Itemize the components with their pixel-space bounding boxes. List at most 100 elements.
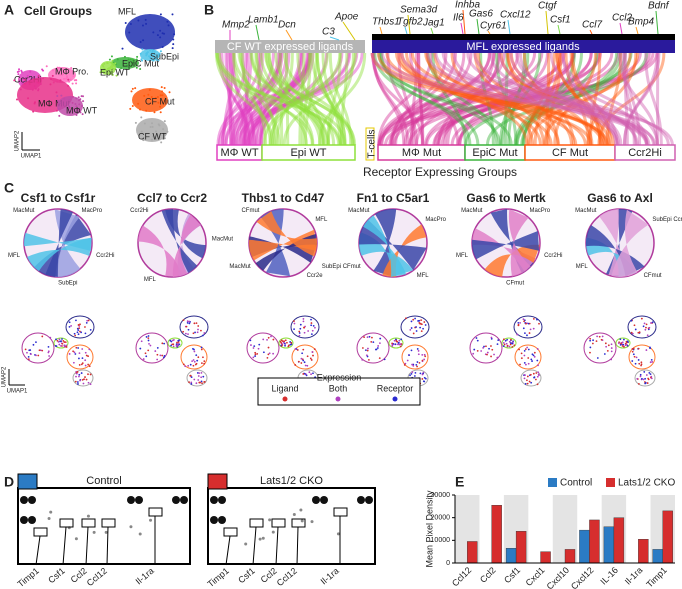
cluster-outline bbox=[135, 332, 169, 364]
cluster-dot bbox=[124, 22, 127, 25]
expr-dot bbox=[525, 322, 527, 325]
expr-dot bbox=[508, 340, 511, 343]
expr-dot bbox=[530, 381, 533, 384]
ribbon bbox=[248, 52, 352, 146]
group-label: CF Mut bbox=[552, 147, 588, 159]
ribbon bbox=[379, 52, 544, 146]
blot-spot bbox=[312, 496, 320, 504]
expr-dot bbox=[644, 377, 647, 380]
expr-dot bbox=[517, 323, 520, 326]
expr-dot bbox=[78, 364, 81, 366]
ribbon bbox=[522, 52, 575, 146]
expr-dot bbox=[631, 350, 634, 353]
ribbon bbox=[222, 52, 236, 146]
chord-title: Ccl7 to Ccr2 bbox=[137, 191, 207, 205]
expr-dot bbox=[147, 339, 150, 342]
expr-dot bbox=[200, 376, 203, 379]
cluster-dot bbox=[134, 121, 137, 124]
expr-dot bbox=[504, 339, 507, 342]
ribbon bbox=[236, 52, 359, 146]
expr-dot bbox=[529, 373, 532, 376]
expr-dot bbox=[414, 371, 417, 374]
expr-dot bbox=[140, 340, 143, 343]
chord-ribbon bbox=[27, 237, 92, 272]
ribbon bbox=[597, 52, 666, 146]
cluster-dot bbox=[81, 113, 84, 116]
expr-dot bbox=[483, 345, 485, 348]
expr-dot bbox=[192, 359, 195, 361]
cluster-dot bbox=[171, 13, 174, 16]
ribbon bbox=[296, 52, 325, 146]
expr-dot bbox=[523, 354, 526, 357]
ribbon bbox=[499, 52, 611, 146]
expr-dot bbox=[35, 341, 37, 343]
expr-dot bbox=[189, 363, 192, 366]
ribbon bbox=[384, 52, 659, 146]
ribbon bbox=[220, 52, 248, 146]
expr-dot bbox=[520, 352, 523, 355]
expr-dot bbox=[28, 349, 31, 352]
expr-dot bbox=[423, 358, 426, 361]
blot-spot bbox=[49, 510, 53, 514]
cluster-dot bbox=[173, 33, 176, 36]
expr-dot bbox=[533, 376, 536, 379]
expr-dot bbox=[480, 350, 483, 352]
ribbon bbox=[555, 52, 603, 146]
cluster-dot bbox=[156, 96, 159, 99]
ribbon bbox=[546, 52, 563, 146]
ribbon bbox=[514, 52, 619, 146]
ribbon bbox=[555, 52, 606, 146]
expr-dot bbox=[35, 354, 37, 357]
chord-ribbon bbox=[508, 209, 531, 277]
cluster-dot bbox=[59, 73, 62, 76]
expr-dot bbox=[423, 376, 426, 379]
chord-title: Gas6 to Mertk bbox=[466, 191, 546, 205]
cluster-label: MΦ WT bbox=[66, 105, 98, 115]
cluster-label: MΦ Pro. bbox=[55, 66, 89, 76]
expr-dot bbox=[476, 350, 479, 352]
cluster-dot bbox=[101, 70, 104, 73]
cluster-label: CF WT bbox=[138, 131, 167, 141]
expr-dot bbox=[645, 349, 648, 351]
bar bbox=[491, 505, 502, 564]
expr-dot bbox=[490, 355, 492, 358]
expr-dot bbox=[193, 350, 196, 353]
ribbon bbox=[489, 52, 621, 146]
expr-dot bbox=[530, 358, 533, 361]
chord-label: MacMut bbox=[229, 264, 251, 270]
expr-dot bbox=[536, 348, 539, 350]
expr-dot bbox=[47, 346, 50, 348]
gene-label: Thbs1 bbox=[372, 17, 400, 28]
ribbon bbox=[569, 52, 602, 146]
chord-label: MFL bbox=[417, 273, 430, 279]
ribbon bbox=[263, 52, 357, 146]
expr-dot bbox=[421, 359, 424, 362]
ribbon bbox=[621, 52, 636, 146]
cluster-dot bbox=[159, 111, 162, 114]
ribbon bbox=[310, 52, 347, 146]
expr-dot bbox=[186, 320, 189, 323]
ribbon bbox=[424, 52, 576, 146]
legend-label: Control bbox=[560, 478, 592, 489]
expr-dot bbox=[89, 328, 92, 331]
expr-dot bbox=[82, 382, 85, 385]
cluster-dot bbox=[70, 67, 73, 70]
expr-dot bbox=[488, 347, 490, 350]
expr-dot bbox=[391, 342, 394, 345]
expr-dot bbox=[256, 352, 259, 355]
chord-label: MacMut bbox=[461, 208, 483, 214]
group-label: MΦ Mut bbox=[402, 147, 441, 159]
cluster-dot bbox=[68, 106, 71, 109]
expr-dot bbox=[201, 362, 203, 365]
ribbon bbox=[241, 52, 312, 146]
expr-dot bbox=[410, 373, 413, 375]
expr-dot bbox=[65, 344, 68, 347]
ribbon bbox=[520, 52, 622, 146]
expr-dot bbox=[59, 340, 62, 343]
ribbon bbox=[377, 52, 492, 146]
expr-dot bbox=[182, 319, 185, 322]
expr-dot bbox=[510, 338, 512, 341]
expr-dot bbox=[533, 355, 536, 358]
ribbon bbox=[217, 52, 342, 146]
expr-dot bbox=[650, 377, 653, 380]
